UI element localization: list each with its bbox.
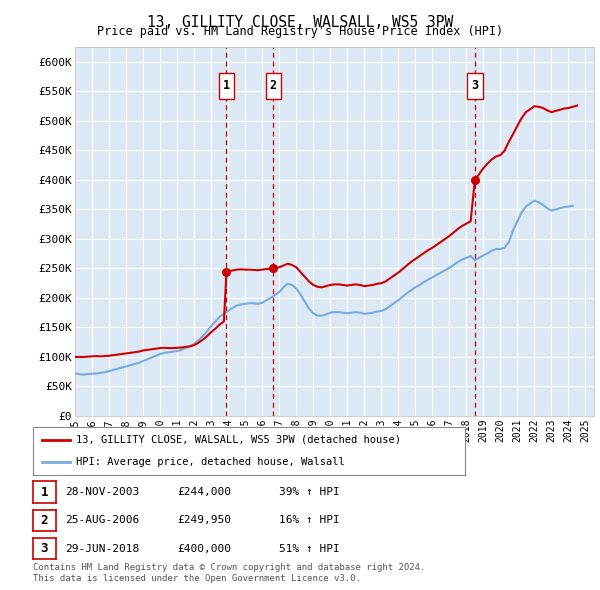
FancyBboxPatch shape <box>467 73 482 99</box>
Text: Price paid vs. HM Land Registry's House Price Index (HPI): Price paid vs. HM Land Registry's House … <box>97 25 503 38</box>
Text: £249,950: £249,950 <box>177 516 231 525</box>
Text: 1: 1 <box>223 80 230 93</box>
Text: Contains HM Land Registry data © Crown copyright and database right 2024.: Contains HM Land Registry data © Crown c… <box>33 563 425 572</box>
Text: 51% ↑ HPI: 51% ↑ HPI <box>279 544 340 553</box>
Text: £400,000: £400,000 <box>177 544 231 553</box>
Text: 3: 3 <box>41 542 48 555</box>
Text: 13, GILLITY CLOSE, WALSALL, WS5 3PW (detached house): 13, GILLITY CLOSE, WALSALL, WS5 3PW (det… <box>76 435 401 445</box>
Text: 25-AUG-2006: 25-AUG-2006 <box>65 516 139 525</box>
Text: 2: 2 <box>269 80 277 93</box>
Text: 1: 1 <box>41 486 48 499</box>
Text: 3: 3 <box>472 80 478 93</box>
Text: 29-JUN-2018: 29-JUN-2018 <box>65 544 139 553</box>
Text: £244,000: £244,000 <box>177 487 231 497</box>
Text: 16% ↑ HPI: 16% ↑ HPI <box>279 516 340 525</box>
FancyBboxPatch shape <box>266 73 281 99</box>
Text: 39% ↑ HPI: 39% ↑ HPI <box>279 487 340 497</box>
FancyBboxPatch shape <box>219 73 234 99</box>
Text: 28-NOV-2003: 28-NOV-2003 <box>65 487 139 497</box>
Text: 13, GILLITY CLOSE, WALSALL, WS5 3PW: 13, GILLITY CLOSE, WALSALL, WS5 3PW <box>147 15 453 30</box>
Text: 2: 2 <box>41 514 48 527</box>
Text: This data is licensed under the Open Government Licence v3.0.: This data is licensed under the Open Gov… <box>33 574 361 583</box>
Text: HPI: Average price, detached house, Walsall: HPI: Average price, detached house, Wals… <box>76 457 345 467</box>
